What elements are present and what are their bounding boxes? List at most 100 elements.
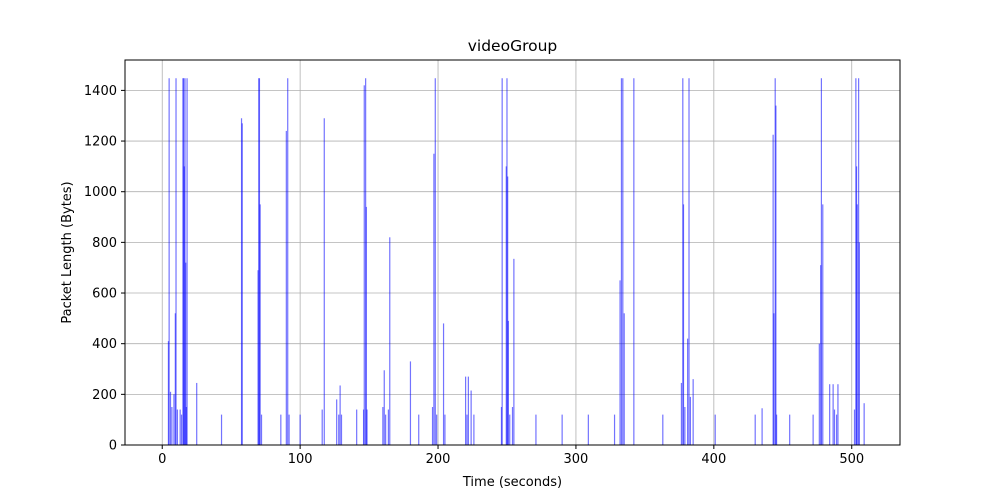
x-axis: 0 100 200 300 400 500 bbox=[158, 445, 864, 467]
packet-bar bbox=[183, 166, 185, 445]
packet-bar bbox=[682, 78, 684, 446]
packet-bar bbox=[507, 176, 509, 445]
packet-bar bbox=[513, 258, 515, 445]
y-tick-label: 0 bbox=[109, 439, 117, 454]
packet-bar bbox=[466, 414, 468, 445]
packet-bar bbox=[687, 338, 689, 445]
packet-bar bbox=[622, 78, 624, 446]
packet-bar bbox=[180, 414, 183, 445]
packet-bar bbox=[387, 409, 389, 445]
packet-bar bbox=[662, 414, 664, 445]
plot-frame bbox=[124, 59, 901, 446]
y-axis-label: Packet Length (Bytes) bbox=[60, 181, 75, 323]
x-tick-label: 200 bbox=[426, 452, 451, 467]
packet-bar bbox=[535, 414, 537, 445]
packet-bar bbox=[356, 409, 358, 445]
packet-bar bbox=[689, 396, 691, 446]
packet-bar bbox=[167, 341, 170, 445]
packet-bar bbox=[339, 385, 341, 445]
packet-bar bbox=[196, 382, 198, 445]
packet-bar bbox=[470, 390, 472, 445]
packet-bar bbox=[382, 407, 384, 445]
packet-bar bbox=[812, 414, 814, 445]
packet-bar bbox=[855, 78, 857, 446]
packet-bar bbox=[169, 391, 172, 445]
x-tick-label: 300 bbox=[564, 452, 589, 467]
packet-bar bbox=[633, 78, 635, 446]
packet-bar bbox=[684, 407, 686, 445]
packet-bar bbox=[506, 78, 508, 446]
packet-bar bbox=[501, 78, 503, 446]
packet-bar bbox=[433, 153, 435, 445]
packet-bar bbox=[473, 414, 475, 445]
packet-bar bbox=[340, 414, 343, 445]
packet-bar bbox=[182, 78, 184, 446]
packet-bar bbox=[774, 78, 776, 446]
packet-bar bbox=[186, 78, 188, 446]
packet-bar bbox=[754, 414, 756, 445]
packet-bar bbox=[260, 414, 263, 445]
packet-bar bbox=[837, 384, 839, 445]
packet-bar bbox=[336, 399, 338, 445]
packet-bar bbox=[500, 407, 503, 445]
packet-bar bbox=[321, 409, 323, 445]
packet-bar bbox=[511, 407, 514, 445]
packet-bar bbox=[444, 414, 446, 445]
y-tick-label: 200 bbox=[92, 388, 117, 403]
y-tick-label: 1200 bbox=[84, 135, 117, 150]
packet-bar bbox=[688, 78, 690, 446]
packet-bar bbox=[280, 414, 282, 445]
packet-bar bbox=[561, 414, 563, 445]
packet-bar bbox=[418, 414, 420, 445]
packet-bar bbox=[829, 384, 831, 445]
packet-bar bbox=[383, 370, 385, 445]
packet-bar bbox=[587, 414, 589, 445]
packet-bar bbox=[363, 85, 365, 445]
plot-background bbox=[125, 60, 900, 445]
packet-bar bbox=[853, 409, 856, 445]
packet-bar bbox=[775, 105, 777, 445]
packet-bar bbox=[789, 414, 791, 445]
packet-bar bbox=[288, 414, 290, 445]
packet-bar bbox=[436, 414, 438, 445]
packet-bar bbox=[822, 204, 824, 446]
packet-bar bbox=[858, 242, 860, 445]
x-tick-label: 400 bbox=[701, 452, 726, 467]
y-tick-label: 800 bbox=[92, 236, 117, 251]
packet-bar bbox=[863, 403, 865, 445]
packet-bar bbox=[620, 78, 623, 446]
packet-bar bbox=[258, 78, 261, 446]
packet-bar bbox=[832, 384, 834, 445]
packet-bar bbox=[220, 414, 223, 445]
packet-bar bbox=[299, 414, 301, 445]
packet-bar bbox=[409, 361, 412, 445]
packet-bar bbox=[385, 414, 387, 445]
packet-bar bbox=[682, 204, 685, 446]
packet-bar bbox=[434, 78, 436, 446]
packet-bar bbox=[833, 409, 836, 445]
y-tick-label: 1000 bbox=[84, 185, 117, 200]
y-tick-label: 600 bbox=[92, 287, 117, 302]
packet-bar bbox=[442, 323, 445, 445]
packet-bar bbox=[184, 78, 186, 446]
packet-bar bbox=[257, 270, 259, 445]
packet-bar bbox=[835, 414, 838, 445]
packet-bar bbox=[183, 78, 185, 446]
packet-bar bbox=[240, 118, 243, 445]
packet-bar bbox=[185, 407, 187, 445]
packet-bar bbox=[680, 382, 683, 445]
packet-bar bbox=[323, 118, 325, 445]
packet-bar bbox=[467, 376, 469, 445]
packet-bar bbox=[818, 343, 820, 445]
packet-bar bbox=[179, 409, 181, 445]
packet-bar bbox=[241, 123, 243, 445]
packet-bar bbox=[431, 407, 434, 445]
packet-bar bbox=[362, 409, 365, 445]
packet-bar bbox=[509, 414, 511, 445]
packet-bar bbox=[714, 414, 716, 445]
packet-bar bbox=[619, 280, 621, 445]
packet-bar bbox=[285, 130, 287, 446]
packet-bar bbox=[505, 166, 507, 445]
packet-bar bbox=[772, 134, 774, 445]
